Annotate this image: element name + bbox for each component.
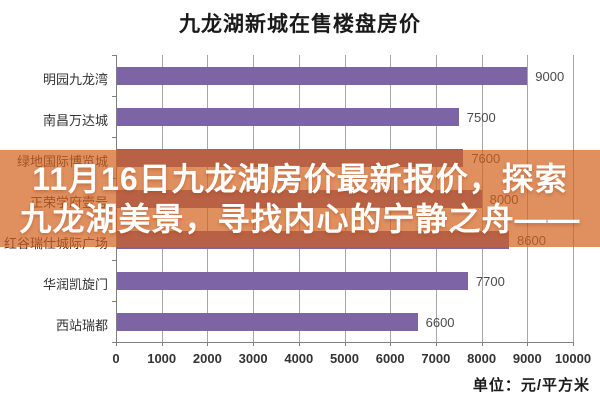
x-axis-tick xyxy=(390,342,392,346)
x-tick-label-4000: 4000 xyxy=(284,351,314,366)
headline-overlay: 11月16日九龙湖房价最新报价，探索 九龙湖美景，寻找内心的宁静之舟—— xyxy=(0,150,600,247)
bar-6 xyxy=(117,271,468,290)
x-axis-tick xyxy=(116,342,117,346)
bar-7 xyxy=(117,312,418,331)
x-axis-tick xyxy=(435,342,437,346)
x-tick-label-5000: 5000 xyxy=(330,351,359,366)
x-tick-label-3000: 3000 xyxy=(238,351,268,366)
y-axis-tick xyxy=(112,260,116,261)
x-tick-label-8000: 8000 xyxy=(467,351,497,366)
category-label-2: 南昌万达城 xyxy=(42,112,108,128)
x-axis-line xyxy=(112,342,574,343)
y-axis-tick xyxy=(112,342,116,343)
x-axis-tick xyxy=(207,342,209,346)
category-label-7: 西站瑞都 xyxy=(55,317,108,333)
bar-1 xyxy=(117,66,528,85)
value-label-2: 7500 xyxy=(466,109,496,125)
chart-title: 九龙湖新城在售楼盘房价 xyxy=(179,13,421,36)
value-label-7: 6600 xyxy=(425,314,455,330)
value-label-6: 7700 xyxy=(475,273,505,289)
bar-2 xyxy=(117,107,459,126)
headline-line-1: 11月16日九龙湖房价最新报价，探索 xyxy=(32,160,568,197)
x-axis-tick xyxy=(573,342,574,346)
x-tick-label-6000: 6000 xyxy=(375,351,405,366)
x-tick-label-10000: 10000 xyxy=(554,351,592,366)
y-axis-tick xyxy=(112,55,116,56)
value-label-1: 9000 xyxy=(535,68,565,84)
x-tick-label-1000: 1000 xyxy=(147,351,177,366)
y-axis-tick xyxy=(112,301,116,302)
x-axis-tick xyxy=(481,342,483,346)
x-axis-tick xyxy=(161,342,163,346)
x-axis-tick xyxy=(344,342,346,346)
x-tick-label-2000: 2000 xyxy=(192,351,222,366)
x-tick-label-9000: 9000 xyxy=(512,351,542,366)
x-axis-tick xyxy=(298,342,300,346)
x-axis-tick xyxy=(527,342,529,346)
x-axis-tick xyxy=(253,342,255,346)
unit-label: 单位：元/平方米 xyxy=(472,377,590,394)
y-axis-tick xyxy=(112,96,116,97)
category-label-6: 华润凯旋门 xyxy=(42,276,108,292)
x-tick-label-0: 0 xyxy=(112,351,120,366)
category-label-1: 明园九龙湾 xyxy=(42,71,108,87)
headline-line-2: 九龙湖美景，寻找内心的宁静之舟—— xyxy=(19,200,581,237)
y-axis-tick xyxy=(112,137,116,138)
x-tick-label-7000: 7000 xyxy=(421,351,451,366)
